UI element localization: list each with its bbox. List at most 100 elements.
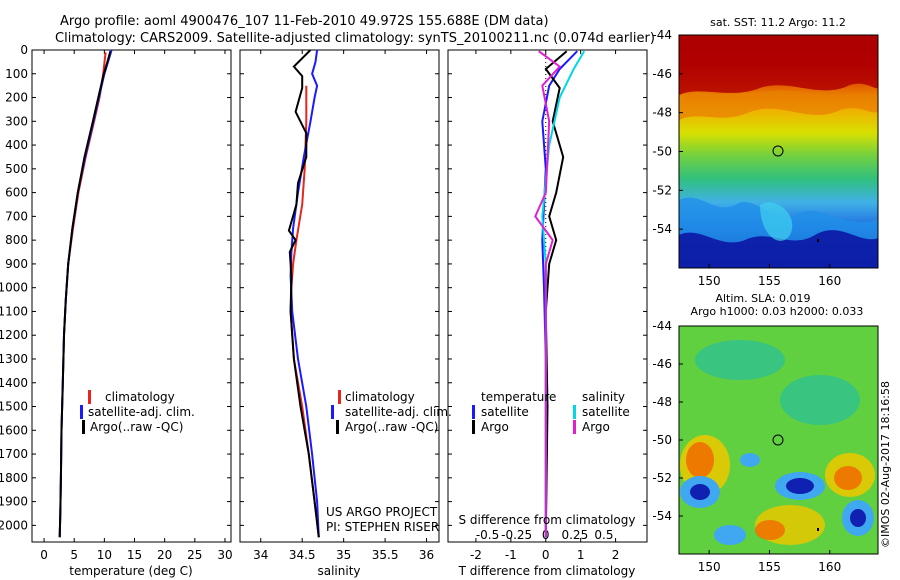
depth-tick-label: 900 [5,257,28,271]
depth-tick-label: 600 [5,186,28,200]
difference-x-tick-label: -1 [505,548,517,562]
salinity-x-tick-label: 35.5 [372,548,399,562]
sst-argo-marker [772,145,784,157]
legend-label-t-satellite: satellite [481,405,529,419]
legend-label-satellite: satellite-adj. clim. [88,405,195,419]
depth-tick-label: 1800 [0,471,28,485]
salinity-plot-frame [239,49,440,543]
difference-axis-label: T difference from climatology [458,564,636,578]
sla-map-subtitle: Argo h1000: 0.03 h2000: 0.033 [691,305,864,318]
sla-lat-tick-label: -52 [652,471,672,485]
sla-blue-patch [850,509,866,527]
salinity-x-tick-label: 35 [336,548,351,562]
sst-orange-band [679,90,878,120]
salinity-series-argo-raw-qc [287,49,320,538]
depth-tick-label: 0 [20,43,28,57]
sst-lat-tick-label: -46 [652,67,672,81]
depth-axis: 0 100 200 300 400 500 600 700 800 900 1000 1100 1200… [0,43,647,532]
temperature-plot-frame [31,49,232,543]
legend-label-argo: Argo(..raw -QC) [345,420,438,434]
temperature-axis-label: temperature (deg C) [69,564,192,578]
depth-tick-label: 1100 [0,304,28,318]
depth-tick-label: 2000 [0,518,28,532]
sla-lat-tick-label: -54 [652,509,672,523]
depth-tick-label: 800 [5,233,28,247]
salinity-series-satellite-adj-clim [289,49,320,538]
salinity-x-tick-label: 34 [253,548,268,562]
difference-top-tick-label: -0.5 [476,528,499,542]
depth-tick-label: 1700 [0,447,28,461]
legend-label-argo: Argo(..raw -QC) [90,420,183,434]
sla-orange-patch [755,520,785,540]
legend-swatch-t-argo [472,420,475,434]
sla-heatmap [679,326,878,554]
depth-tick-label: 200 [5,91,28,105]
temperature-x-tick-label: 20 [157,548,172,562]
sla-cyan-patch [714,525,746,545]
legend-swatch-argo [82,420,85,434]
imos-credit: ©IMOS 02-Aug-2017 18:16:58 [879,381,892,548]
legend-heading-temperature: temperature [481,390,556,404]
sla-lon-tick-label: 155 [758,560,781,574]
temperature-x-tick-label: 15 [127,548,142,562]
sst-lat-tick-label: -52 [652,183,672,197]
sla-blue-patch [690,484,710,500]
legend-swatch-s-satellite [573,405,576,419]
legend-heading-salinity: salinity [582,390,625,404]
sla-cyan-patch [740,453,760,467]
sla-small-dot [817,528,819,531]
sla-lat-tick-label: -50 [652,433,672,447]
depth-tick-label: 700 [5,209,28,223]
sla-orange-patch [686,442,714,478]
sst-lat-tick-label: -44 [652,28,672,42]
temperature-series-satellite-adj-clim [58,49,113,538]
sla-lon-tick-label: 160 [818,560,841,574]
difference-x-tick-label: 2 [612,548,620,562]
sst-lat-tick-label: -48 [652,106,672,120]
depth-tick-label: 1500 [0,400,28,414]
sla-lat-tick-label: -44 [652,319,672,333]
depth-tick-label: 1900 [0,495,28,509]
difference-top-tick-label: 0.25 [561,528,588,542]
depth-tick-label: 300 [5,114,28,128]
sst-heatmap [679,35,878,268]
depth-tick-label: 1000 [0,281,28,295]
temperature-x-tick-label: 10 [97,548,112,562]
legend-label-s-argo: Argo [582,420,610,434]
legend-swatch-climatology [338,390,341,404]
legend-swatch-s-argo [573,420,576,434]
sla-teal-patch [695,340,785,380]
sst-lon-tick-label: 150 [698,274,721,288]
salinity-x-tick-label: 36 [419,548,434,562]
sst-deep-cold [679,230,878,268]
sla-orange-patch [834,466,862,490]
difference-legend: temperature satellite Argo salinity sate… [472,390,630,434]
difference-top-tick-label: -0.25 [501,528,532,542]
temperature-legend: climatology satellite-adj. clim. Argo(..… [80,390,195,434]
temperature-x-tick-label: 5 [70,548,78,562]
legend-swatch-argo [336,420,339,434]
depth-tick-label: 1600 [0,423,28,437]
sla-lon-tick-label: 150 [698,560,721,574]
salinity-x-tick-label: 34.5 [289,548,316,562]
temperature-x-tick-label: 0 [40,548,48,562]
temperature-x-tick-label: 30 [217,548,232,562]
temperature-series-argo-raw-qc [58,50,112,538]
difference-plot-frame [447,49,648,543]
depth-tick-label: 100 [5,67,28,81]
difference-series-argo [534,50,562,538]
legend-label-s-satellite: satellite [582,405,630,419]
salinity-plot: 34 34.5 35 35.5 36 [253,49,434,562]
difference-x-tick-label: -2 [470,548,482,562]
depth-tick-label: 1400 [0,376,28,390]
legend-swatch-t-satellite [472,405,475,419]
depth-tick-label: 1200 [0,328,28,342]
title-line-1: Argo profile: aoml 4900476_107 11-Feb-20… [60,14,549,29]
sst-small-dot [817,239,819,242]
sst-map-title: sat. SST: 11.2 Argo: 11.2 [710,16,846,29]
depth-tick-label: 400 [5,138,28,152]
map-axes: 150 155 160 -44 -46 -48 -50 -52 -54 150 155 160 -44 -… [652,28,841,574]
sla-blue-patch [786,478,814,494]
sst-warm-front [679,35,878,95]
